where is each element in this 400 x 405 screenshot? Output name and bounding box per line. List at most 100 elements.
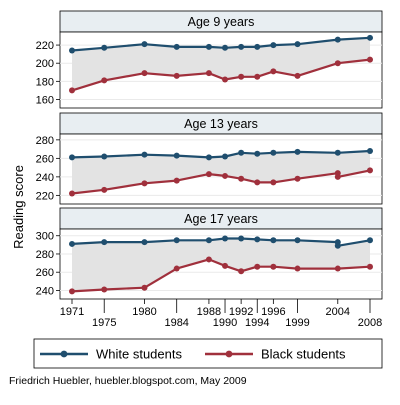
data-point	[141, 70, 148, 77]
data-point	[334, 173, 341, 180]
data-point	[238, 175, 245, 182]
x-tick-label: 1980	[132, 306, 156, 318]
data-point	[238, 149, 245, 156]
data-point	[173, 237, 180, 244]
data-point	[294, 41, 301, 48]
data-point	[254, 236, 261, 243]
data-point	[334, 149, 341, 156]
data-point	[367, 34, 373, 41]
x-tick-label: 1975	[92, 317, 116, 329]
data-point	[222, 235, 229, 242]
y-tick-label: 280	[36, 249, 54, 261]
y-tick-label: 280	[36, 135, 54, 147]
y-tick-label: 240	[36, 172, 54, 184]
data-point	[238, 235, 245, 242]
x-tick-label: 1988	[197, 306, 221, 318]
data-point	[222, 262, 229, 269]
data-point	[69, 240, 75, 247]
data-point	[254, 179, 261, 186]
data-point	[294, 72, 301, 79]
data-point	[173, 265, 180, 272]
data-point	[173, 43, 180, 50]
legend: White students Black students	[33, 338, 383, 369]
data-point	[222, 153, 229, 160]
x-tick-label: 1996	[261, 306, 285, 318]
data-point	[254, 263, 261, 270]
data-point	[222, 44, 229, 51]
data-point	[254, 73, 261, 80]
data-point	[294, 175, 301, 182]
legend-item: Black students	[205, 347, 346, 362]
data-point	[294, 265, 301, 272]
data-point	[101, 286, 108, 293]
panel-title: Age 17 years	[184, 212, 258, 226]
y-tick-label: 300	[36, 231, 54, 243]
series-line	[71, 36, 371, 52]
data-point	[367, 147, 373, 154]
legend-label: Black students	[261, 347, 346, 362]
gap-shading	[72, 37, 370, 91]
x-tick-label: 1992	[229, 306, 253, 318]
data-point	[173, 177, 180, 184]
data-point	[173, 72, 180, 79]
data-point	[101, 77, 108, 84]
panel-2: Age 13 years 220 240 260 280	[36, 112, 383, 205]
data-point	[101, 44, 108, 51]
x-tick-label: 1990	[213, 317, 237, 329]
x-tick-label: 2008	[358, 317, 382, 329]
data-point	[334, 36, 341, 43]
y-tick-label: 200	[36, 58, 54, 70]
data-point	[69, 154, 75, 161]
data-point	[173, 152, 180, 159]
data-point	[367, 167, 373, 174]
panel-title: Age 13 years	[184, 117, 258, 131]
data-point	[141, 151, 148, 158]
panel-3: Age 17 years 240 260 280 300	[36, 207, 383, 300]
legend-item: White students	[40, 347, 182, 362]
data-point	[367, 56, 373, 63]
data-point	[222, 172, 229, 179]
data-point	[141, 41, 148, 48]
data-point	[141, 284, 148, 291]
legend-swatch-marker	[60, 350, 68, 358]
panel-title: Age 9 years	[188, 15, 255, 29]
y-tick-label: 220	[36, 40, 54, 52]
data-point	[334, 60, 341, 67]
data-point	[205, 70, 212, 77]
data-point	[141, 239, 148, 246]
data-point	[101, 153, 108, 160]
data-point	[270, 237, 277, 244]
data-point	[254, 43, 261, 50]
x-tick-label: 1984	[164, 317, 188, 329]
data-point	[238, 268, 245, 275]
data-point	[205, 154, 212, 161]
data-point	[367, 263, 373, 270]
data-point	[205, 237, 212, 244]
gap-shading	[72, 238, 370, 292]
data-point	[254, 150, 261, 157]
data-point	[334, 242, 341, 249]
x-tick-label: 1971	[60, 306, 84, 318]
data-point	[205, 171, 212, 178]
data-point	[334, 265, 341, 272]
data-point	[69, 47, 75, 54]
data-point	[294, 237, 301, 244]
data-point	[69, 288, 75, 295]
data-point	[69, 87, 75, 94]
data-point	[238, 73, 245, 80]
data-point	[222, 76, 229, 83]
data-point	[205, 256, 212, 263]
data-point	[294, 148, 301, 155]
y-tick-label: 180	[36, 76, 54, 88]
data-point	[101, 239, 108, 246]
data-point	[270, 68, 277, 75]
data-point	[367, 237, 373, 244]
data-point	[238, 43, 245, 50]
data-point	[270, 263, 277, 270]
x-tick-label: 1994	[245, 317, 269, 329]
y-tick-label: 240	[36, 285, 54, 297]
footer-credit: Friedrich Huebler, huebler.blogspot.com,…	[9, 375, 247, 387]
data-point	[270, 179, 277, 186]
y-tick-label: 220	[36, 190, 54, 202]
